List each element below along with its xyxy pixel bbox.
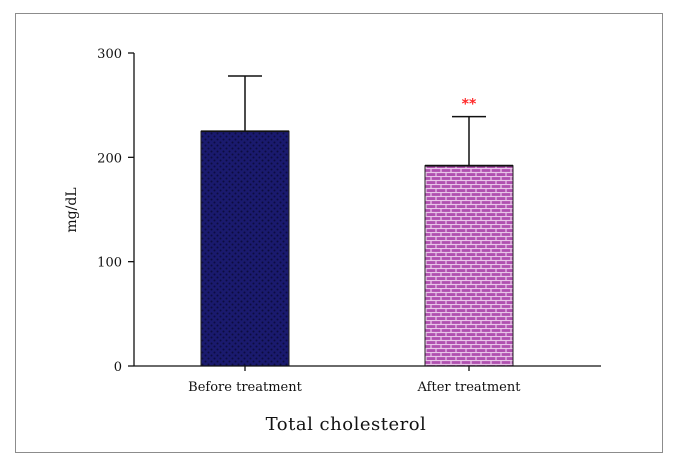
y-tick-label: 0	[114, 360, 122, 375]
y-tick-label: 100	[97, 256, 122, 271]
x-tick-label: Before treatment	[188, 380, 302, 395]
y-axis: 0 100 200 300	[97, 47, 135, 375]
chart-frame	[15, 13, 663, 453]
y-axis-title: mg/dL	[64, 187, 80, 232]
bars: **	[200, 75, 514, 367]
y-tick-label: 300	[97, 47, 122, 62]
x-tick-label: After treatment	[417, 380, 522, 395]
y-tick-label: 200	[97, 151, 122, 166]
significance-marker: **	[462, 97, 477, 113]
bar-after-treatment	[424, 165, 514, 367]
x-axis-title: Total cholesterol	[266, 414, 427, 435]
bar-before-treatment	[200, 130, 290, 367]
x-axis: Before treatment After treatment	[134, 365, 601, 395]
